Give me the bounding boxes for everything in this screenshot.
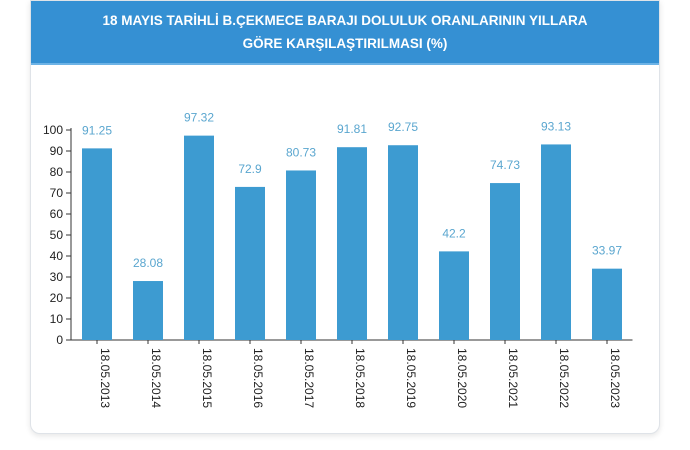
- x-tick-label: 18.05.2021: [506, 348, 520, 408]
- x-tick-label: 18.05.2022: [557, 348, 571, 408]
- bar: [388, 145, 418, 340]
- chart-header: 18 MAYIS TARİHLİ B.ÇEKMECE BARAJI DOLULU…: [31, 1, 659, 65]
- bar-value-label: 92.75: [388, 120, 418, 134]
- x-tick-label: 18.05.2015: [200, 348, 214, 408]
- x-tick-label: 18.05.2013: [98, 348, 112, 408]
- bar-value-label: 80.73: [286, 145, 316, 159]
- bar-value-label: 33.97: [592, 244, 622, 258]
- x-tick-label: 18.05.2019: [404, 348, 418, 408]
- bar: [235, 186, 265, 340]
- bar: [592, 268, 622, 340]
- y-tick-label: 100: [43, 123, 63, 137]
- x-tick-label: 18.05.2016: [251, 348, 265, 408]
- y-tick-label: 0: [56, 333, 63, 347]
- y-tick-label: 20: [50, 291, 64, 305]
- bar-value-label: 74.73: [490, 158, 520, 172]
- bar-value-label: 97.32: [184, 111, 214, 125]
- bar: [439, 251, 469, 340]
- bar: [541, 144, 571, 340]
- chart-title: 18 MAYIS TARİHLİ B.ÇEKMECE BARAJI DOLULU…: [102, 13, 588, 51]
- y-tick-label: 50: [50, 228, 64, 242]
- bar: [133, 281, 163, 340]
- bar-value-label: 91.81: [337, 122, 367, 136]
- bar-value-label: 72.9: [238, 162, 262, 176]
- x-tick-label: 18.05.2020: [455, 348, 469, 408]
- y-tick-label: 10: [50, 312, 64, 326]
- bar-value-label: 93.13: [541, 119, 571, 133]
- y-tick-label: 60: [50, 207, 64, 221]
- y-tick-label: 40: [50, 249, 64, 263]
- bar: [490, 183, 520, 340]
- y-tick-label: 30: [50, 270, 64, 284]
- y-tick-label: 70: [50, 186, 64, 200]
- x-tick-label: 18.05.2018: [353, 348, 367, 408]
- bar-value-label: 91.25: [82, 123, 112, 137]
- bar: [337, 147, 367, 340]
- y-tick-label: 80: [50, 165, 64, 179]
- bar: [184, 135, 214, 340]
- bar: [286, 170, 316, 340]
- bar-value-label: 42.2: [442, 226, 466, 240]
- x-tick-label: 18.05.2017: [302, 348, 316, 408]
- bar: [82, 148, 112, 340]
- bar-value-label: 28.08: [133, 256, 163, 270]
- x-tick-label: 18.05.2014: [149, 348, 163, 408]
- y-tick-label: 90: [50, 144, 64, 158]
- x-tick-label: 18.05.2023: [608, 348, 622, 408]
